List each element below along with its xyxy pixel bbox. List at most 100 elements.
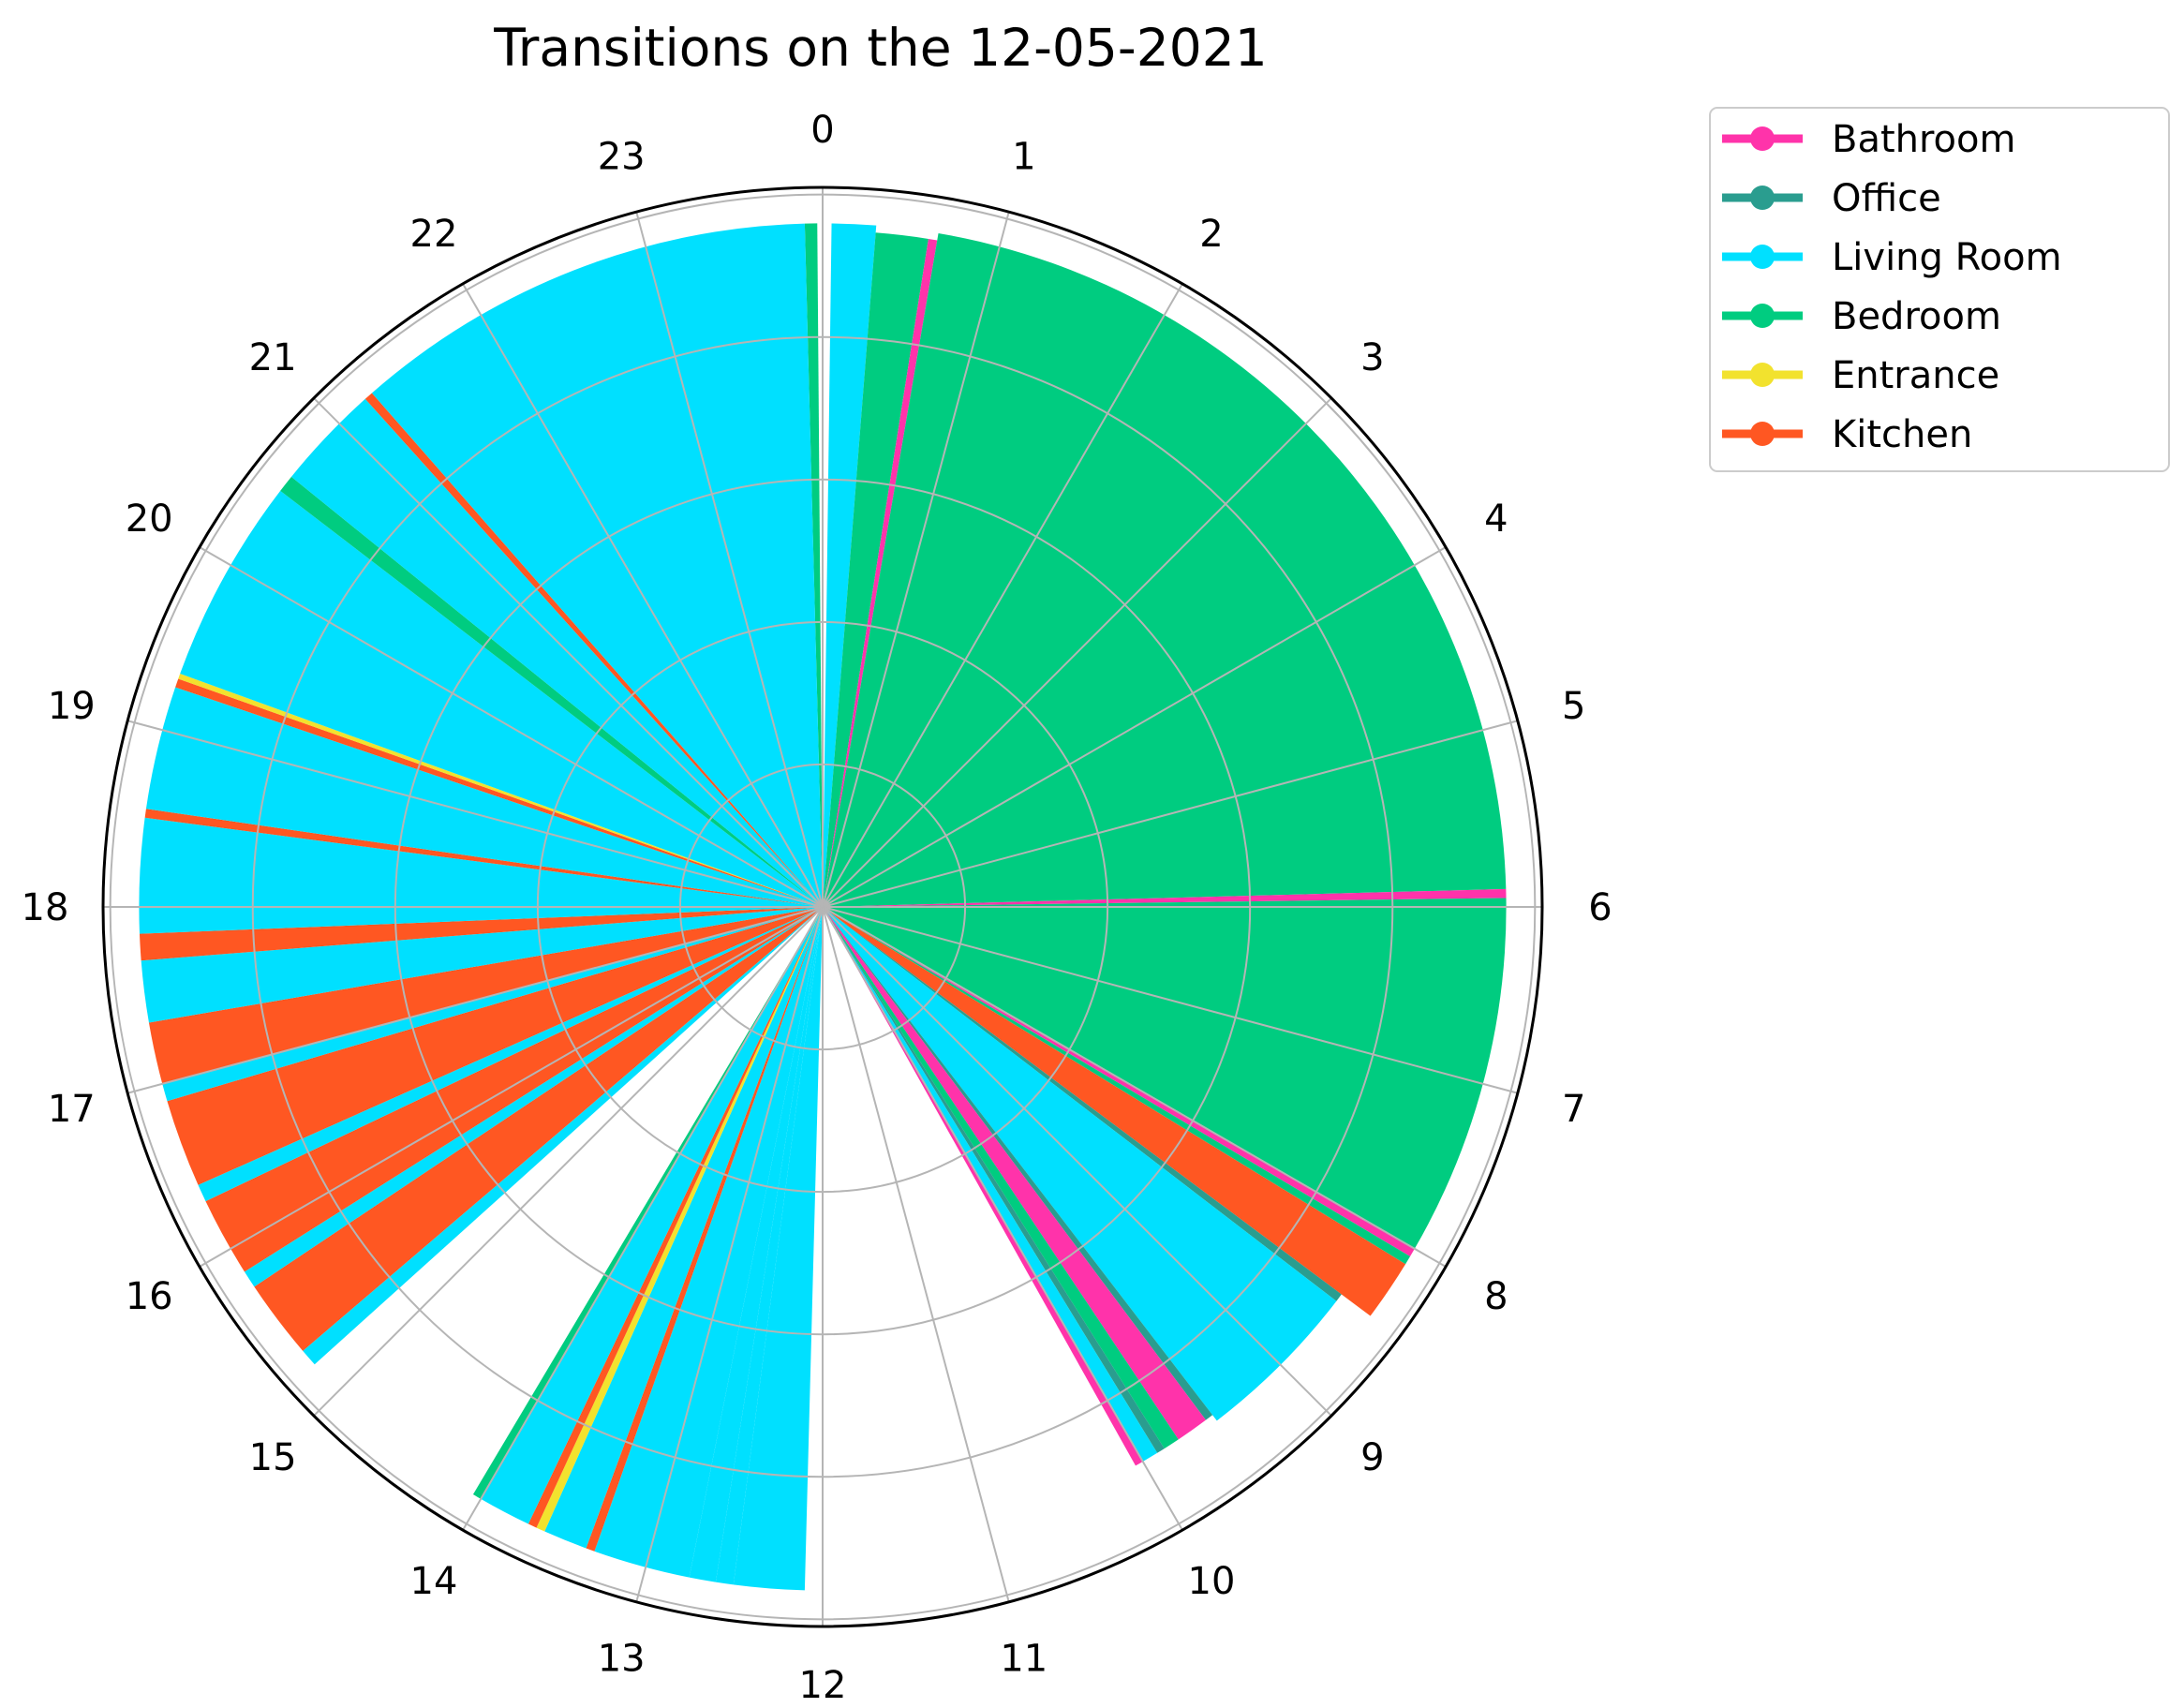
legend-item-bathroom: Bathroom [1722,118,2015,161]
segment-living-room-45 [290,398,824,908]
angular-tick-10: 10 [1188,1560,1236,1603]
angular-gridline-1 [822,211,1010,908]
segment-bathroom-7 [823,907,1415,1257]
segment-bathroom-13 [823,907,1206,1440]
segment-living-room-26 [481,907,823,1524]
segment-living-room-34 [162,907,824,1102]
angular-gridline-3 [822,397,1332,908]
segment-bedroom-0 [804,223,823,908]
segment-living-room-21 [594,907,823,1578]
legend-swatch-marker [1750,304,1775,328]
angular-tick-11: 11 [1000,1638,1047,1681]
angular-gridline-9 [822,906,1332,1417]
segment-office-12 [823,907,1213,1420]
angular-tick-22: 22 [410,213,458,256]
angular-tick-20: 20 [126,498,173,541]
angular-tick-7: 7 [1562,1088,1585,1131]
legend-item-office: Office [1722,177,1941,220]
segment-living-room-43 [180,490,824,907]
angular-tick-8: 8 [1484,1275,1508,1318]
segment-living-room-40 [145,687,824,907]
segment-kitchen-29 [254,907,824,1351]
segment-kitchen-25 [527,907,823,1528]
angular-gridline-11 [822,906,1010,1603]
angular-tick-1: 1 [1012,135,1035,178]
segment-living-room-47 [371,223,823,907]
segment-living-room-23 [544,907,823,1549]
legend-label: Kitchen [1832,413,1972,456]
chart-title: Transitions on the 12-05-2021 [493,18,1267,78]
legend-item-kitchen: Kitchen [1722,413,1972,456]
angular-gridline-14 [462,906,824,1531]
angular-tick-3: 3 [1360,336,1384,379]
angular-tick-15: 15 [249,1436,297,1479]
angular-gridline-5 [822,720,1519,908]
segment-living-room-16 [823,907,1158,1462]
angular-tick-12: 12 [799,1664,847,1707]
angular-tick-16: 16 [126,1275,173,1318]
angular-tick-13: 13 [598,1638,646,1681]
angular-tick-0: 0 [810,109,834,152]
segment-kitchen-46 [364,393,823,908]
angular-tick-5: 5 [1562,685,1585,728]
angular-gridline-19 [126,720,824,908]
segment-office-15 [823,907,1165,1453]
segment-bathroom-5 [823,888,1507,907]
legend-label: Bedroom [1832,295,2001,338]
legend-item-entrance: Entrance [1722,354,1999,397]
angular-gridline-16 [199,906,824,1268]
segment-living-room-30 [244,907,823,1287]
segment-bedroom-44 [280,476,823,907]
legend-swatch-marker [1750,363,1775,387]
segment-living-room-18 [733,907,823,1591]
segment-living-room-19 [715,907,823,1585]
angular-tick-2: 2 [1199,213,1223,256]
angular-tick-17: 17 [48,1088,96,1131]
segment-kitchen-41 [175,678,824,907]
angular-gridline-10 [822,906,1183,1531]
segment-kitchen-33 [167,907,823,1185]
angular-gridline-15 [313,906,824,1417]
legend-label: Living Room [1832,236,2062,279]
legend-frame [1709,107,2170,472]
segment-kitchen-31 [205,907,824,1272]
angular-tick-14: 14 [410,1560,458,1603]
legend-label: Bathroom [1832,118,2015,161]
legend-item-bedroom: Bedroom [1722,295,2001,338]
legend-label: Office [1832,177,1941,220]
angular-tick-21: 21 [249,336,297,379]
segment-bedroom-6 [823,898,1507,1249]
segment-living-room-36 [141,907,823,1023]
angular-gridline-21 [313,397,824,908]
legend-swatch-marker [1750,422,1775,446]
angular-gridline-7 [822,906,1519,1094]
angular-gridline-22 [462,283,824,908]
angular-tick-9: 9 [1360,1436,1384,1479]
angular-gridline-13 [635,906,824,1603]
angular-gridline-17 [126,906,824,1094]
segment-living-room-28 [303,907,824,1365]
segment-bedroom-8 [823,907,1411,1265]
segment-living-room-38 [139,817,823,934]
segment-bedroom-4 [823,232,1507,907]
angular-tick-19: 19 [48,685,96,728]
segment-living-room-32 [198,907,823,1202]
segment-living-room-1 [823,223,877,907]
angular-tick-6: 6 [1588,886,1612,929]
angular-tick-18: 18 [22,886,69,929]
angular-tick-23: 23 [598,135,646,178]
angular-tick-4: 4 [1484,498,1508,541]
segment-kitchen-22 [586,907,823,1552]
segment-bedroom-27 [472,907,823,1499]
angular-gridline-4 [822,546,1447,908]
grid-layer [101,186,1544,1628]
angular-gridline-8 [822,906,1447,1268]
segment-living-room-20 [689,907,823,1582]
legend-swatch-marker [1750,126,1775,151]
legend-swatch-marker [1750,245,1775,269]
legend-label: Entrance [1832,354,1999,397]
angular-gridline-23 [635,211,824,908]
segment-kitchen-9 [823,907,1406,1316]
